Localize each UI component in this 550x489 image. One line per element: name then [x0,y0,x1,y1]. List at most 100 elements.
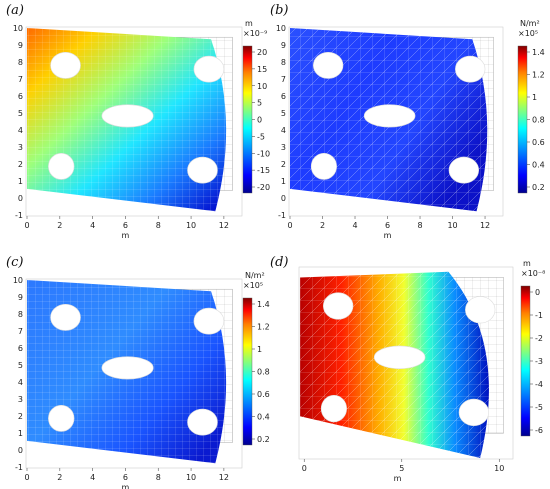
y-tick-label: 0 [281,194,286,203]
colorbar-tick-label: -1 [535,311,543,320]
hole [48,404,75,432]
x-tick-label: 6 [123,473,128,482]
panel-label: (d) [270,255,288,270]
colorbar-unit: N/m² [520,19,540,28]
colorbar-tick-label: -20 [257,183,270,192]
y-tick-label: 3 [281,143,286,152]
panel-label: (c) [6,255,23,270]
x-tick-label: 0 [287,221,292,230]
y-tick-label: 1 [18,177,23,186]
colorbar-tick-label: 0.4 [532,161,545,170]
panel-label: (a) [6,3,24,18]
colorbar-tick-label: -2 [535,334,543,343]
x-tick-label: 12 [219,221,229,230]
colorbar-tick-label: 1.2 [532,71,545,80]
x-tick-label: 8 [156,221,161,230]
colorbar-unit: N/m² [245,271,265,280]
colorbar-unit: m [245,19,253,28]
y-tick-label: -1 [15,211,23,220]
hole [101,356,154,380]
x-tick-label: 2 [320,221,325,230]
colorbar [520,285,531,437]
panel-1: (a)0 2 4 6 8 10 12m109876543210-1m×10⁻⁹2015105… [6,3,270,240]
panel-3: (c)0 2 4 6 8 10 12m109876543210-1N/m²×10⁵1.41.… [6,255,270,489]
colorbar-tick-label: 5 [257,99,262,108]
colorbar-tick-label: 0.2 [532,183,545,192]
y-tick-label: 8 [18,310,23,319]
y-tick-label: 9 [18,293,23,302]
colorbar [242,45,253,194]
y-tick-label: 7 [18,327,23,336]
x-tick-label: 4 [90,473,95,482]
hole [373,345,426,369]
colorbar-tick-label: -15 [257,166,270,175]
y-tick-label: 2 [18,160,23,169]
x-tick-label: 6 [123,221,128,230]
colorbar-tick-label: 0.8 [257,368,270,377]
hole [187,156,218,184]
x-tick-label: 10 [186,473,196,482]
x-tick-label: 8 [156,473,161,482]
colorbar-exponent: ×10⁵ [518,29,538,38]
colorbar-tick-label: 0.2 [257,435,270,444]
colorbar-exponent: ×10⁻⁸ [521,269,545,278]
axes-frame [288,26,504,217]
colorbar-exponent: ×10⁵ [243,281,263,290]
y-tick-label: 10 [13,24,23,33]
panel-label: (b) [270,3,288,18]
x-tick-label: 2 [57,221,62,230]
y-tick-label: 3 [18,395,23,404]
colorbar-tick-label: -6 [535,426,543,435]
y-tick-label: 0 [18,446,23,455]
y-tick-label: 3 [18,143,23,152]
colorbar-tick-label: 0.6 [257,390,270,399]
colorbar-tick-label: -5 [257,132,265,141]
colorbar-tick-label: -4 [535,380,543,389]
x-tick-label: 0 [302,464,307,473]
y-tick-label: 1 [18,429,23,438]
y-tick-label: 0 [18,194,23,203]
y-tick-label: 1 [281,177,286,186]
colorbar-tick-label: 1.2 [257,323,270,332]
colorbar-tick-label: 0.8 [532,116,545,125]
y-tick-label: 9 [18,41,23,50]
hole [193,307,225,335]
y-tick-label: 4 [281,126,286,135]
hole [50,52,81,79]
colorbar-tick-label: 0 [257,116,262,125]
x-tick-label: 0 [24,221,29,230]
x-axis-unit: m [394,474,402,483]
colorbar-tick-label: 10 [257,82,267,91]
hole [320,395,347,423]
hole [193,55,225,83]
colorbar [242,297,253,446]
colorbar-unit: m [523,259,531,268]
panel-2: (b)0 2 4 6 8 10 12m109876543210-1N/m²×10⁵1.41.… [270,3,545,240]
y-tick-label: 8 [281,58,286,67]
colorbar-tick-label: -5 [535,403,543,412]
y-tick-label: 8 [18,58,23,67]
hole [448,156,479,184]
x-tick-label: 8 [417,221,422,230]
hole [48,152,75,180]
x-tick-label: 12 [219,473,229,482]
axes-frame [298,266,514,460]
hole [50,304,81,331]
y-tick-label: 7 [18,75,23,84]
y-tick-label: 2 [18,412,23,421]
y-tick-label: 4 [18,378,23,387]
axes-frame [25,278,243,469]
x-tick-label: 2 [57,473,62,482]
hole [455,55,486,83]
y-tick-label: 7 [281,75,286,84]
hole [363,104,416,128]
y-tick-label: -1 [278,211,286,220]
x-tick-label: 10 [494,464,504,473]
axes-frame [25,26,243,217]
colorbar-tick-label: 1 [257,345,262,354]
colorbar-exponent: ×10⁻⁹ [243,29,267,38]
hole [465,296,496,324]
hole [323,292,354,320]
